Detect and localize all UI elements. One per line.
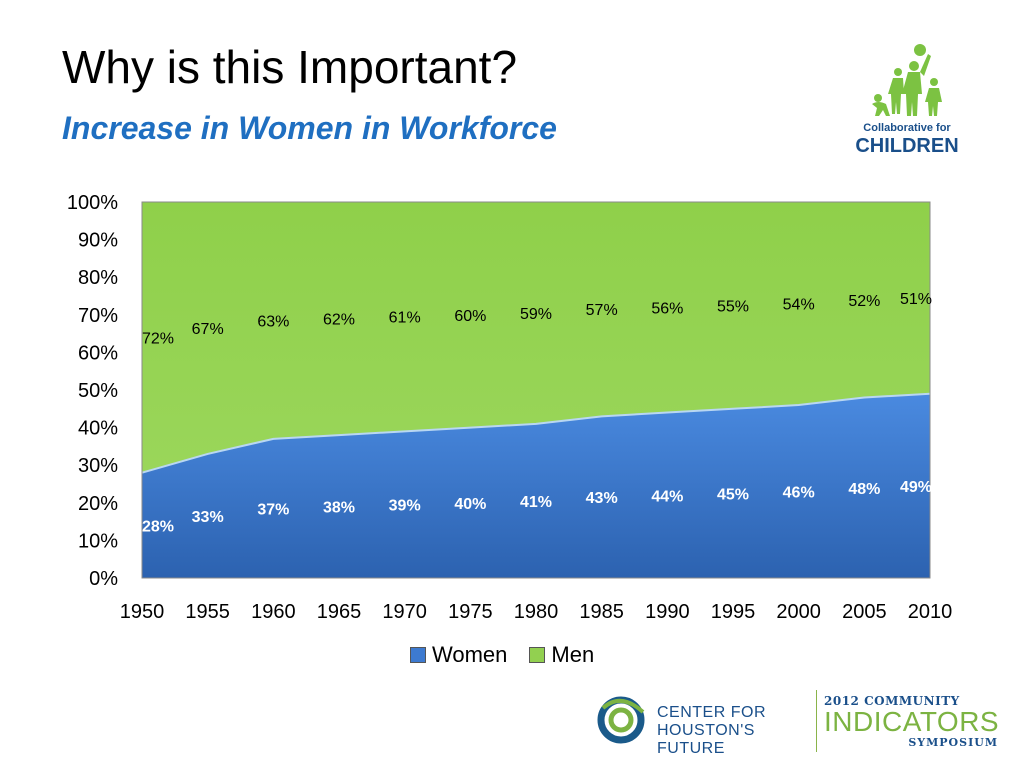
data-label-women: 46% bbox=[783, 485, 815, 502]
data-label-women: 38% bbox=[323, 500, 355, 517]
cis-logo-line1: 2012 COMMUNITY bbox=[824, 694, 960, 708]
data-label-men: 57% bbox=[586, 302, 618, 319]
x-tick-label: 1955 bbox=[185, 601, 230, 623]
x-tick-label: 2010 bbox=[908, 601, 953, 623]
data-label-women: 40% bbox=[454, 496, 486, 513]
data-label-men: 61% bbox=[389, 310, 421, 327]
y-tick-label: 90% bbox=[78, 230, 118, 252]
y-tick-label: 10% bbox=[78, 530, 118, 552]
workforce-area-chart: 0% 10% 20% 30% 40% 50% 60% 70% 80% 90% 100% 1950 19… bbox=[67, 192, 953, 623]
data-label-women: 33% bbox=[192, 509, 224, 526]
chf-logo-line1: CENTER FOR bbox=[657, 704, 766, 721]
legend-swatch-women bbox=[410, 647, 426, 663]
y-tick-label: 30% bbox=[78, 455, 118, 477]
cis-logo-line3: SYMPOSIUM bbox=[908, 736, 998, 749]
data-label-men: 67% bbox=[192, 321, 224, 338]
logo-divider bbox=[816, 690, 817, 752]
cis-logo-line2: INDICATORS bbox=[824, 706, 1000, 737]
data-label-women: 39% bbox=[389, 498, 421, 515]
data-label-women: 48% bbox=[848, 481, 880, 498]
chart-legend: Women Men bbox=[410, 642, 616, 668]
data-label-men: 72% bbox=[142, 330, 174, 347]
y-tick-label: 20% bbox=[78, 493, 118, 515]
data-label-men: 63% bbox=[257, 313, 289, 330]
data-label-men: 60% bbox=[454, 308, 486, 325]
data-label-women: 44% bbox=[651, 488, 683, 505]
legend-item-women: Women bbox=[410, 642, 507, 668]
legend-swatch-men bbox=[529, 647, 546, 663]
plot-border bbox=[141, 201, 931, 579]
children-figures-icon bbox=[872, 44, 942, 116]
chf-logo-line2: HOUSTON'S FUTURE bbox=[657, 722, 755, 757]
x-tick-label: 1990 bbox=[645, 601, 690, 623]
legend-label-women: Women bbox=[432, 642, 508, 667]
data-label-women: 43% bbox=[586, 490, 618, 507]
cfc-logo-line2: CHILDREN bbox=[855, 135, 959, 157]
data-label-men: 54% bbox=[783, 297, 815, 314]
cfc-logo-line1: Collaborative for bbox=[863, 122, 951, 134]
y-tick-label: 50% bbox=[78, 380, 118, 402]
data-label-men: 55% bbox=[717, 298, 749, 315]
slide-title: Why is this Important? bbox=[62, 41, 518, 93]
center-for-houstons-future-logo: CENTER FOR HOUSTON'S FUTURE bbox=[595, 690, 815, 757]
x-tick-label: 1980 bbox=[514, 601, 559, 623]
data-label-men: 56% bbox=[651, 300, 683, 317]
x-tick-label: 1950 bbox=[120, 601, 165, 623]
slide-subtitle: Increase in Women in Workforce bbox=[62, 110, 557, 146]
data-label-men: 59% bbox=[520, 306, 552, 323]
swirl-icon bbox=[597, 696, 645, 744]
x-tick-label: 1965 bbox=[317, 601, 362, 623]
area-men bbox=[142, 202, 930, 473]
data-label-men: 62% bbox=[323, 312, 355, 329]
legend-item-men: Men bbox=[529, 642, 594, 668]
x-tick-label: 2000 bbox=[776, 601, 821, 623]
x-tick-label: 1985 bbox=[579, 601, 624, 623]
y-tick-label: 100% bbox=[67, 192, 118, 214]
y-tick-label: 60% bbox=[78, 342, 118, 364]
y-tick-label: 80% bbox=[78, 267, 118, 289]
collaborative-for-children-logo: Collaborative for CHILDREN bbox=[848, 42, 966, 162]
x-tick-label: 1995 bbox=[711, 601, 756, 623]
area-women bbox=[142, 393, 930, 578]
data-label-women: 37% bbox=[257, 501, 289, 518]
community-indicators-symposium-logo: 2012 COMMUNITY INDICATORS SYMPOSIUM bbox=[824, 694, 1004, 754]
data-label-men: 51% bbox=[900, 291, 932, 308]
data-label-women: 45% bbox=[717, 486, 749, 503]
y-tick-label: 70% bbox=[78, 305, 118, 327]
data-label-women: 49% bbox=[900, 479, 932, 496]
data-label-women: 41% bbox=[520, 494, 552, 511]
x-tick-label: 1960 bbox=[251, 601, 296, 623]
data-label-women: 28% bbox=[142, 518, 174, 535]
data-label-men: 52% bbox=[848, 293, 880, 310]
x-tick-label: 1975 bbox=[448, 601, 493, 623]
y-tick-label: 0% bbox=[89, 568, 118, 590]
legend-label-men: Men bbox=[551, 642, 595, 667]
x-tick-label: 2005 bbox=[842, 601, 887, 623]
boundary-line bbox=[141, 392, 931, 474]
y-tick-label: 40% bbox=[78, 418, 118, 440]
x-tick-label: 1970 bbox=[382, 601, 427, 623]
